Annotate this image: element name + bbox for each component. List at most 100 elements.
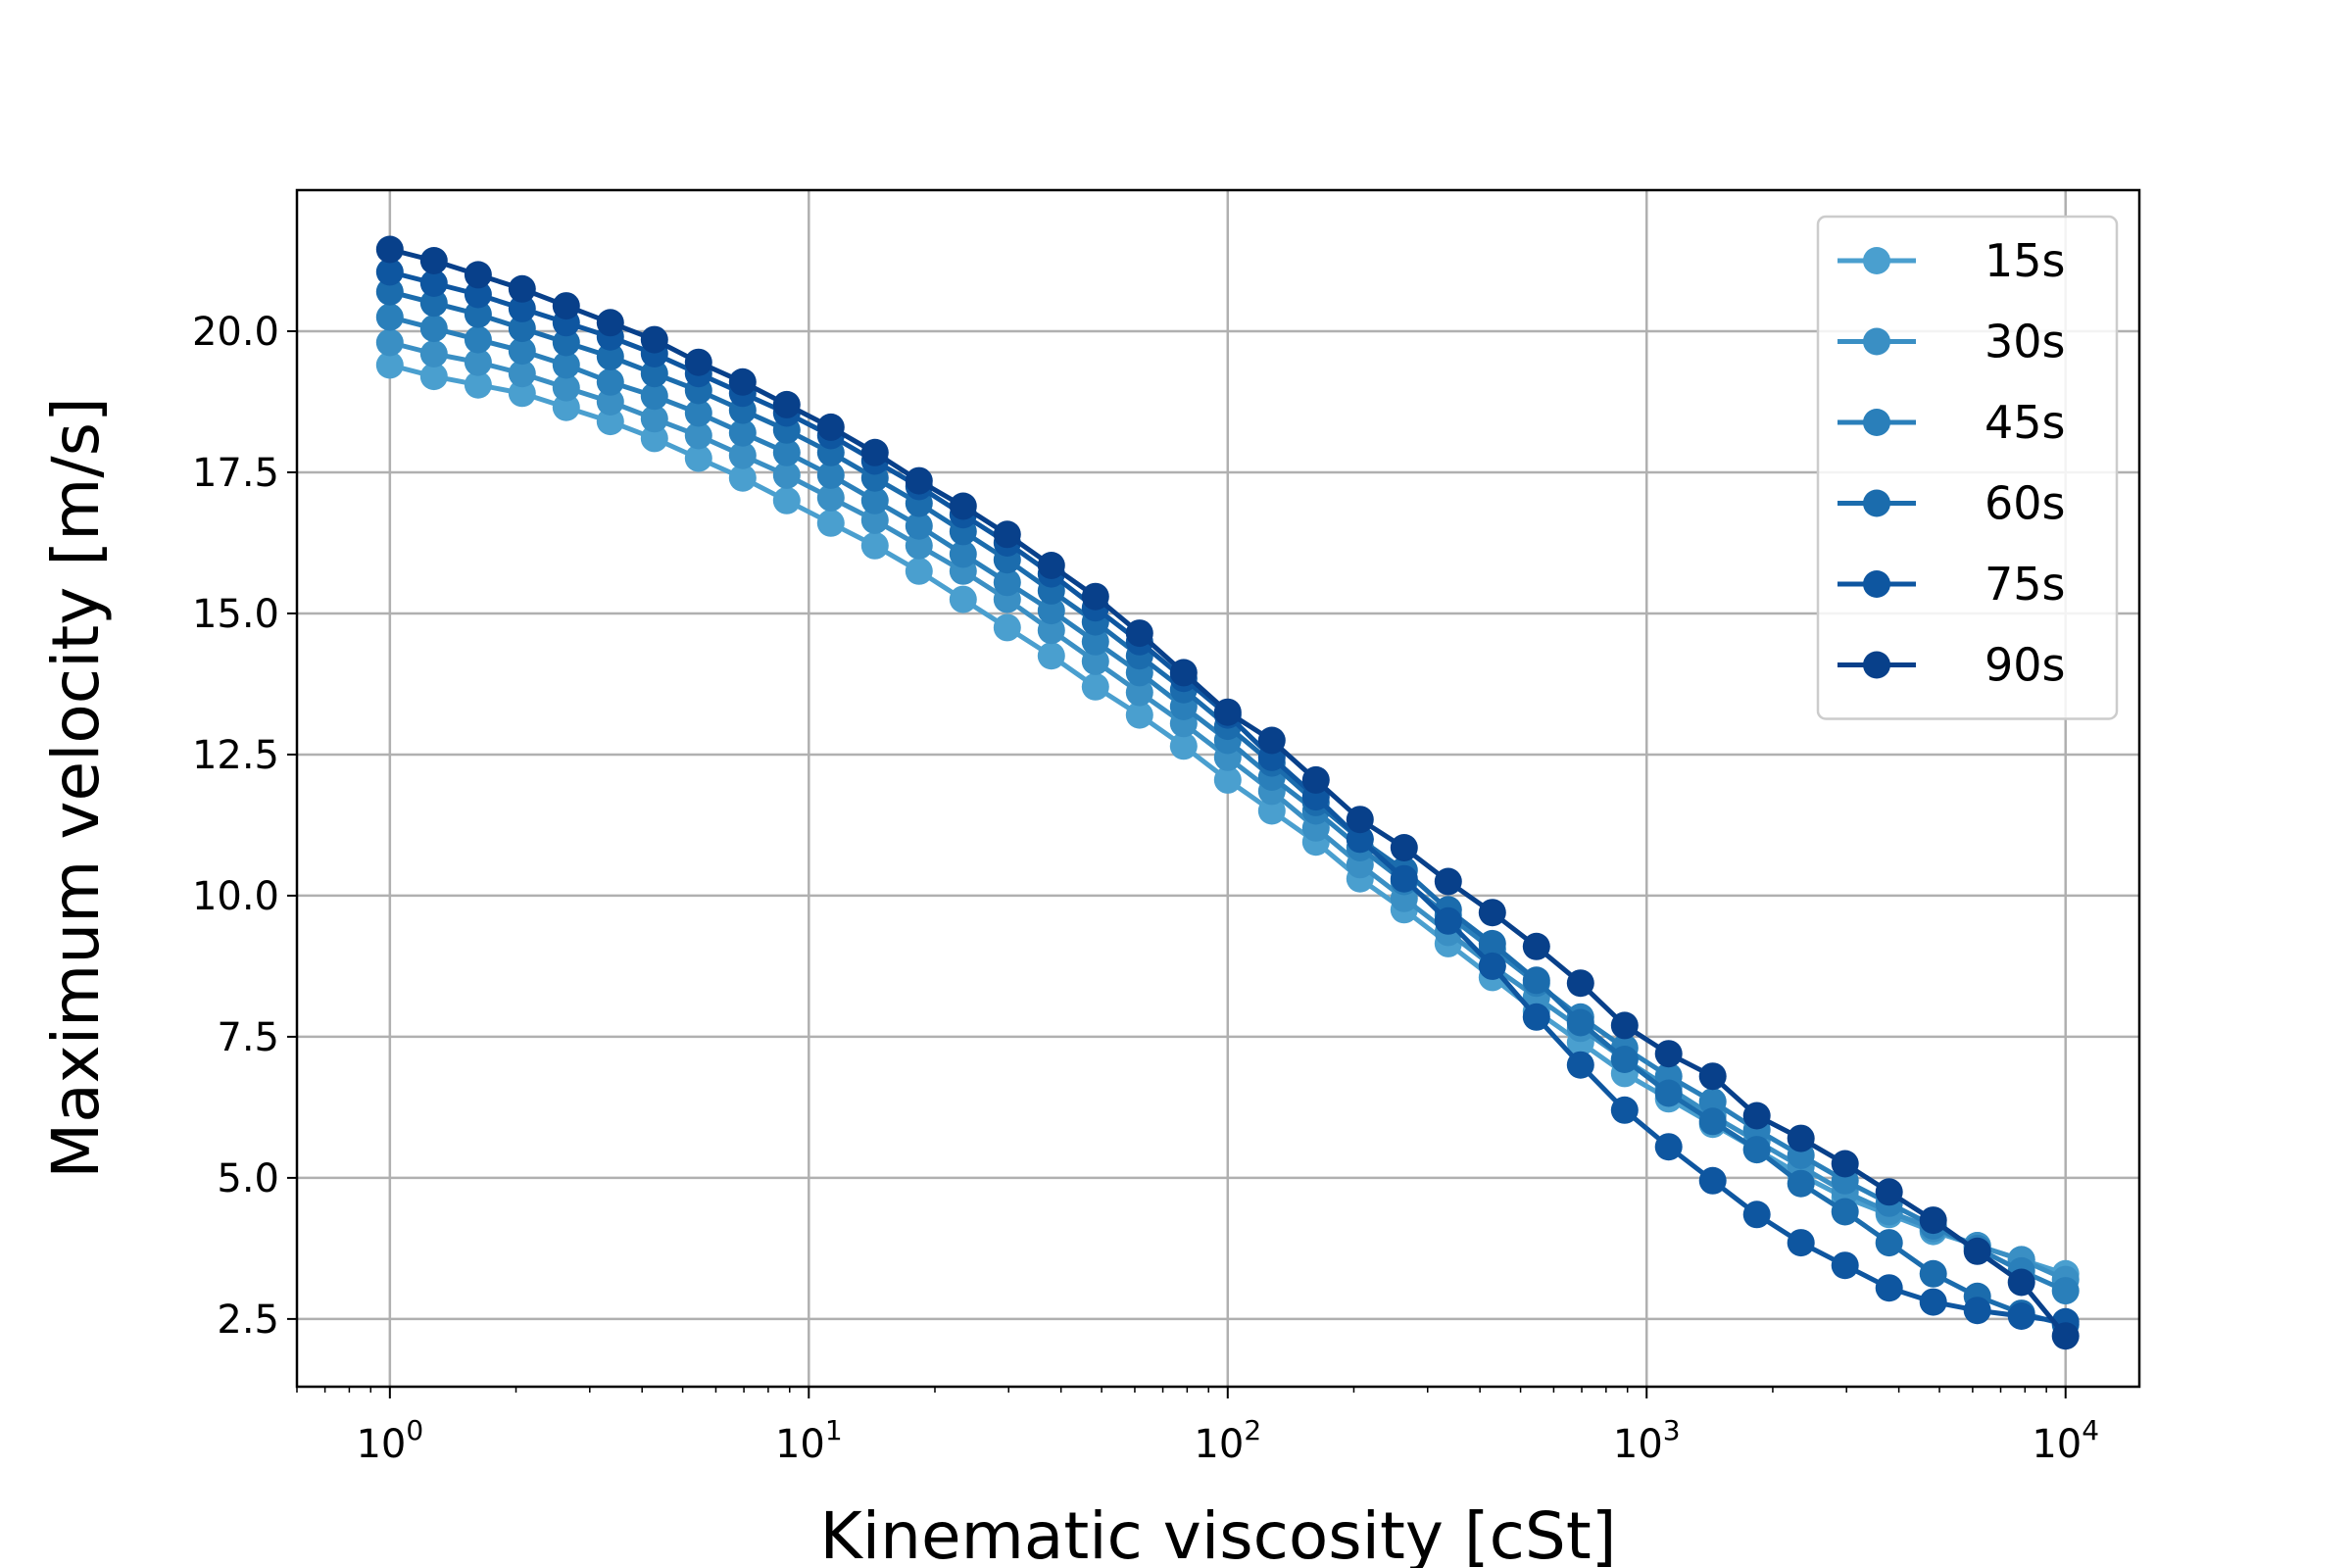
data-point-60s (508, 315, 536, 343)
data-point-30s (464, 348, 492, 376)
data-point-45s (552, 351, 580, 379)
y-tick-label: 12.5 (192, 733, 279, 778)
data-point-60s (1831, 1198, 1859, 1226)
data-point-30s (816, 483, 845, 512)
y-tick-label: 2.5 (217, 1298, 279, 1343)
y-tick-label: 17.5 (192, 451, 279, 496)
data-point-90s (1213, 698, 1242, 726)
data-point-15s (1169, 732, 1198, 760)
data-point-60s (464, 300, 492, 328)
data-point-15s (375, 351, 404, 379)
data-point-75s (1390, 864, 1418, 893)
data-point-90s (905, 466, 933, 495)
data-point-30s (728, 441, 757, 469)
data-point-90s (419, 247, 448, 274)
data-point-75s (1478, 952, 1506, 980)
data-point-15s (684, 444, 712, 472)
data-point-90s (949, 492, 977, 520)
data-point-75s (1522, 1003, 1550, 1031)
x-tick-label: 103 (1613, 1414, 1681, 1467)
data-point-30s (508, 360, 536, 388)
x-tick-base: 10 (356, 1422, 406, 1467)
data-point-15s (464, 370, 492, 399)
legend: 15s 30s 45s 60s 75s 90s (1816, 215, 2119, 720)
data-point-15s (905, 557, 933, 585)
data-point-90s (1390, 834, 1418, 861)
x-tick-base: 10 (775, 1422, 825, 1467)
data-point-90s (772, 390, 801, 418)
data-point-75s (1566, 1051, 1594, 1079)
x-tick-label: 100 (356, 1414, 423, 1467)
data-point-90s (464, 261, 492, 289)
y-tick-label: 7.5 (217, 1015, 279, 1060)
x-tick-label: 104 (2032, 1414, 2099, 1467)
x-tick-label: 101 (775, 1414, 843, 1467)
data-point-15s (1125, 701, 1153, 729)
data-point-60s (552, 328, 580, 357)
data-point-90s (684, 348, 712, 376)
data-point-75s (2007, 1302, 2035, 1330)
y-axis-label: Maximum velocity [m/s] (38, 397, 114, 1179)
data-point-90s (375, 235, 404, 264)
data-point-45s (860, 486, 889, 514)
data-point-90s (1787, 1124, 1815, 1152)
data-point-45s (464, 325, 492, 354)
data-point-90s (1346, 806, 1374, 834)
data-point-45s (2051, 1277, 2080, 1305)
data-point-45s (1037, 597, 1065, 625)
data-point-90s (1522, 932, 1550, 960)
data-point-75s (1346, 825, 1374, 854)
data-point-90s (1169, 659, 1198, 687)
data-point-90s (1610, 1011, 1639, 1040)
data-point-90s (1478, 899, 1506, 927)
data-point-30s (684, 421, 712, 450)
data-point-75s (1831, 1251, 1859, 1280)
x-tick-base: 10 (1613, 1422, 1663, 1467)
data-point-15s (993, 613, 1021, 642)
legend-swatch-marker (1863, 409, 1890, 436)
data-point-30s (640, 405, 668, 433)
data-point-15s (1257, 797, 1286, 825)
data-point-60s (1654, 1079, 1683, 1107)
data-point-60s (1610, 1046, 1639, 1073)
data-point-15s (816, 509, 845, 537)
x-tick-exponent: 4 (2082, 1414, 2099, 1446)
plot-frame (295, 188, 2141, 1389)
data-point-75s (375, 258, 404, 286)
y-tick-label: 15.0 (192, 592, 279, 637)
y-tick-label: 20.0 (192, 310, 279, 355)
data-point-15s (1213, 765, 1242, 794)
data-point-90s (1875, 1178, 1903, 1206)
data-point-15s (419, 363, 448, 391)
legend-swatch-marker (1863, 651, 1890, 679)
data-point-75s (1698, 1166, 1727, 1195)
data-point-15s (860, 531, 889, 560)
data-point-30s (419, 340, 448, 368)
data-point-75s (1919, 1288, 1947, 1316)
legend-label: 15s (1984, 234, 2066, 287)
data-point-90s (2007, 1268, 2035, 1297)
legend-label: 75s (1984, 558, 2066, 611)
data-point-45s (772, 438, 801, 466)
data-point-15s (1081, 672, 1109, 701)
data-point-90s (1037, 552, 1065, 579)
data-point-45s (684, 399, 712, 427)
data-point-45s (596, 368, 624, 396)
data-point-60s (1742, 1136, 1771, 1164)
data-point-15s (1037, 642, 1065, 670)
legend-swatch-marker (1863, 327, 1890, 356)
legend-label: 60s (1984, 477, 2066, 530)
x-tick-label: 102 (1194, 1414, 1261, 1467)
data-point-60s (596, 342, 624, 370)
data-point-30s (596, 388, 624, 416)
data-point-60s (419, 289, 448, 318)
data-point-45s (949, 540, 977, 568)
data-point-45s (816, 461, 845, 489)
data-point-90s (1081, 582, 1109, 611)
data-point-90s (1698, 1062, 1727, 1091)
data-point-15s (772, 486, 801, 514)
data-point-30s (1081, 647, 1109, 675)
legend-swatch-marker (1863, 247, 1890, 274)
